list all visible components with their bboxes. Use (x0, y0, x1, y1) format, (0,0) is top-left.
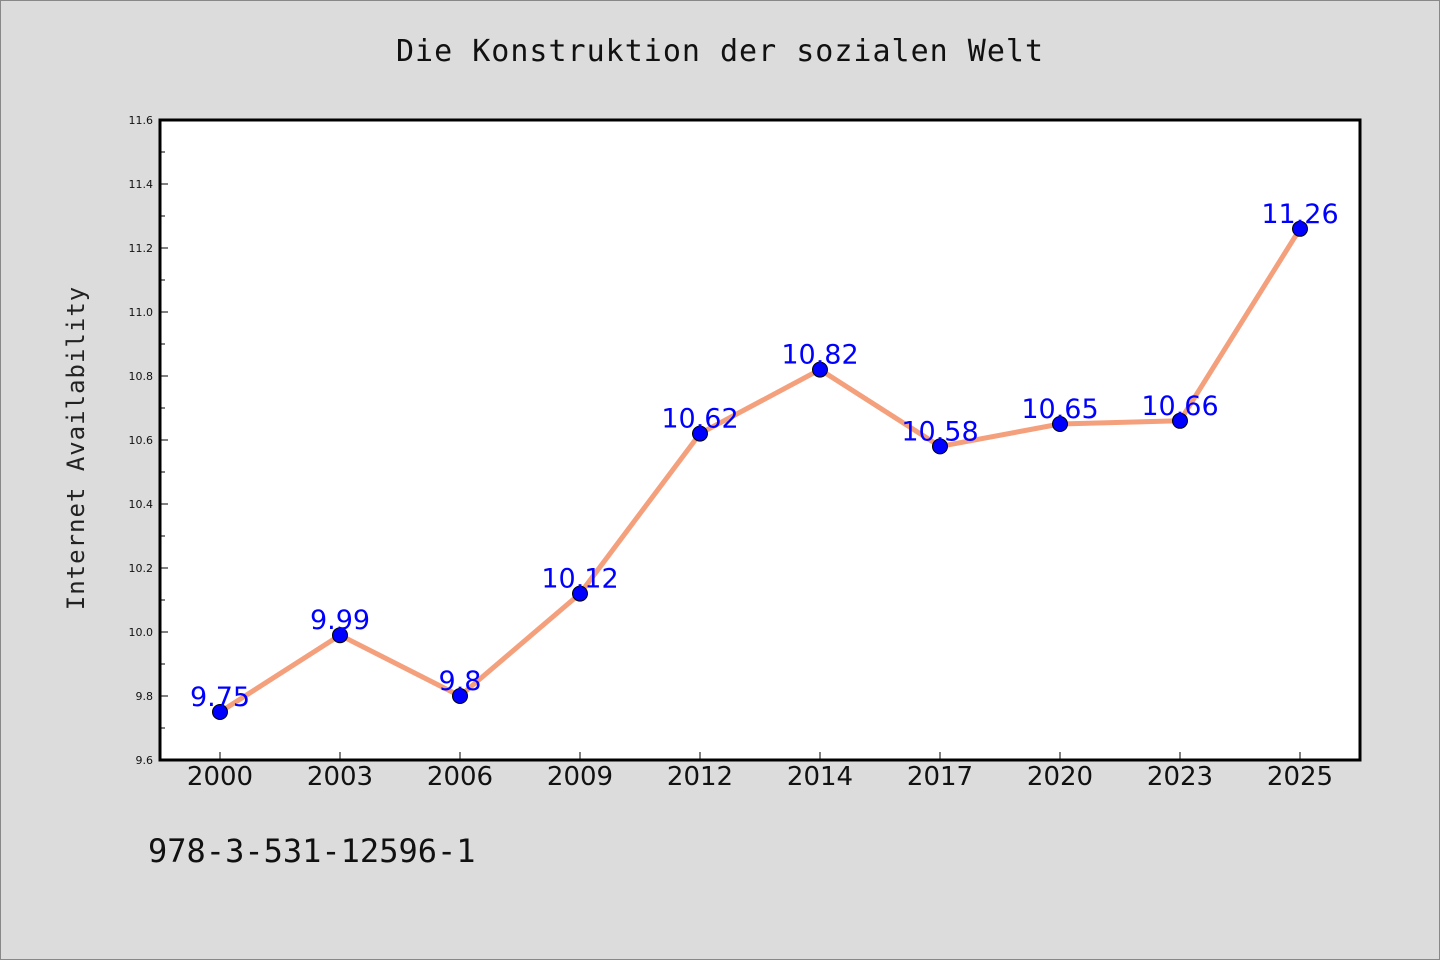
data-label: 10.62 (661, 404, 738, 435)
data-point (572, 585, 588, 602)
data-point (932, 438, 948, 455)
data-label: 9.75 (190, 682, 250, 713)
data-label: 10.58 (901, 416, 978, 447)
y-tick-label: 11.4 (129, 178, 154, 191)
y-axis-label: Internet Availability (62, 286, 90, 610)
data-point (212, 704, 228, 720)
x-tick-label: 2017 (907, 762, 973, 792)
y-tick-label: 11.6 (129, 114, 154, 127)
data-label: 11.26 (1261, 199, 1338, 230)
chart-title: Die Konstruktion der sozialen Welt (395, 34, 1045, 69)
x-tick-label: 2020 (1027, 762, 1093, 792)
y-tick-label: 10.2 (129, 562, 154, 575)
plot-area (158, 118, 1362, 762)
data-point (692, 425, 708, 442)
data-point (1172, 412, 1188, 429)
y-tick-label: 10.0 (129, 626, 154, 639)
y-tick-label: 10.8 (129, 370, 154, 383)
isbn-code: 978-3-531-12596-1 (148, 832, 476, 870)
data-labels-group: 9.75 9.99 9.8 10.12 10.62 10.82 10.58 10.65 10.6… (190, 199, 1339, 713)
series-line (217, 226, 1303, 715)
y-axis: 9.6 9.8 10.0 10.2 10.4 10.6 10.8 11.0 11.2 11.4 11… (129, 114, 168, 767)
data-point (332, 627, 348, 644)
data-label: 10.12 (541, 564, 618, 595)
data-label: 10.66 (1141, 391, 1218, 422)
y-tick-label: 11.2 (129, 242, 154, 255)
data-point (452, 688, 468, 704)
y-tick-label: 10.4 (129, 498, 154, 511)
data-label: 9.99 (310, 605, 370, 636)
x-tick-label: 2000 (187, 762, 253, 792)
data-label: 9.8 (439, 666, 482, 697)
x-tick-label: 2003 (307, 762, 373, 792)
x-tick-label: 2006 (427, 762, 493, 792)
y-tick-label: 9.6 (136, 754, 154, 767)
x-tick-label: 2023 (1147, 762, 1213, 792)
markers-group (212, 220, 1308, 720)
x-tick-label: 2014 (787, 762, 853, 792)
x-tick-label: 2025 (1267, 762, 1333, 792)
x-tick-label: 2012 (667, 762, 733, 792)
data-label: 10.82 (781, 340, 858, 371)
y-tick-label: 10.6 (129, 434, 154, 447)
data-point (1052, 416, 1068, 432)
data-label: 10.65 (1021, 394, 1098, 425)
x-axis: 2000 2003 2006 2009 2012 2014 2017 2020 2023 2025 (187, 752, 1333, 792)
y-tick-label: 11.0 (129, 306, 154, 319)
data-point (1292, 220, 1308, 237)
y-tick-label: 9.8 (136, 690, 154, 703)
series-line-group (217, 226, 1303, 715)
data-point (812, 361, 828, 378)
x-tick-label: 2009 (547, 762, 613, 792)
